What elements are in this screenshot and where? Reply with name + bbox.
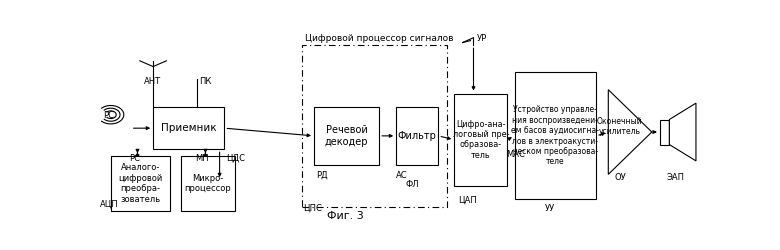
Text: Речевой
декодер: Речевой декодер [324, 125, 368, 147]
Text: ПК: ПК [199, 76, 211, 86]
FancyBboxPatch shape [454, 94, 507, 186]
Text: РС: РС [104, 111, 115, 120]
FancyBboxPatch shape [396, 107, 438, 165]
Text: РС: РС [129, 154, 140, 162]
Text: ФЛ: ФЛ [406, 180, 420, 190]
Text: ОУ: ОУ [615, 173, 626, 182]
Text: АЦП: АЦП [100, 200, 119, 209]
FancyBboxPatch shape [153, 107, 225, 149]
Text: РД: РД [317, 171, 328, 180]
Text: Фильтр: Фильтр [398, 131, 437, 141]
Polygon shape [608, 90, 652, 174]
FancyBboxPatch shape [111, 156, 170, 211]
FancyBboxPatch shape [660, 120, 669, 144]
Text: АНТ: АНТ [144, 76, 161, 86]
Text: Приемник: Приемник [161, 123, 217, 133]
Text: Цифро-ана-
логовый пре-
образова-
тель: Цифро-ана- логовый пре- образова- тель [452, 120, 509, 160]
Text: ЦПС: ЦПС [303, 204, 322, 212]
Text: ЭАП: ЭАП [667, 173, 685, 182]
Text: Аналого-
цифровой
преобра-
зователь: Аналого- цифровой преобра- зователь [119, 164, 162, 203]
Text: Цифровой процессор сигналов: Цифровой процессор сигналов [305, 34, 453, 43]
Text: УР: УР [477, 34, 488, 43]
FancyBboxPatch shape [181, 156, 236, 211]
Text: ЦАП: ЦАП [458, 196, 477, 205]
Text: Устройство управле-
ния воспроизведени-
ем басов аудиосигна-
лов в электроакусти: Устройство управле- ния воспроизведени- … [512, 106, 599, 166]
Text: МАС: МАС [506, 150, 525, 159]
FancyBboxPatch shape [314, 107, 379, 165]
Text: Оконечный
усилитель: Оконечный усилитель [597, 116, 643, 136]
Text: УУ: УУ [544, 204, 555, 212]
FancyBboxPatch shape [515, 72, 596, 200]
Text: Микро-
процессор: Микро- процессор [185, 174, 232, 193]
Text: Фиг. 3: Фиг. 3 [327, 210, 363, 220]
Text: ЦДС: ЦДС [226, 154, 245, 162]
Text: АС: АС [396, 171, 408, 180]
Polygon shape [669, 103, 696, 161]
Text: МП: МП [196, 154, 209, 162]
